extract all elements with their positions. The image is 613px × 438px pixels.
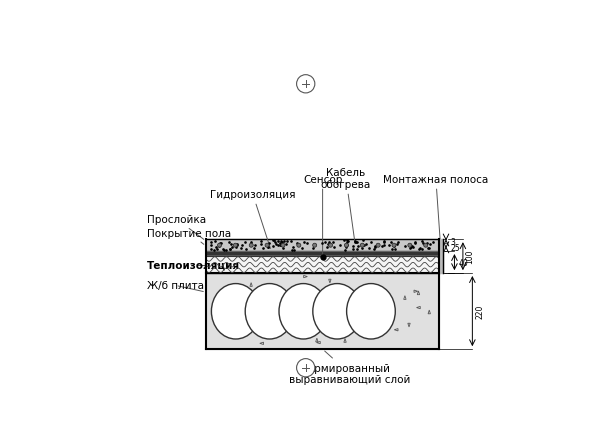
Circle shape: [249, 244, 253, 247]
Ellipse shape: [279, 284, 328, 339]
Text: Прослойка: Прослойка: [147, 215, 206, 240]
Circle shape: [424, 244, 428, 247]
Ellipse shape: [346, 284, 395, 339]
Circle shape: [218, 244, 221, 247]
Ellipse shape: [211, 284, 260, 339]
Text: Покрытие пола: Покрытие пола: [147, 228, 231, 245]
Circle shape: [297, 75, 315, 94]
Text: Кабель
обогрева: Кабель обогрева: [321, 168, 371, 243]
Text: 3: 3: [450, 237, 455, 246]
Text: 100: 100: [466, 249, 474, 264]
Text: Гидроизоляция: Гидроизоляция: [210, 189, 295, 249]
Text: Теплоизоляция: Теплоизоляция: [147, 260, 240, 270]
Circle shape: [234, 244, 237, 247]
Circle shape: [297, 359, 315, 377]
Circle shape: [376, 244, 380, 247]
Circle shape: [329, 244, 333, 247]
Circle shape: [281, 244, 285, 247]
Circle shape: [297, 244, 301, 247]
Circle shape: [360, 244, 364, 247]
Text: 220: 220: [475, 304, 484, 318]
Ellipse shape: [245, 284, 294, 339]
Circle shape: [265, 244, 269, 247]
Circle shape: [313, 244, 317, 247]
Text: 40: 40: [459, 258, 468, 267]
Circle shape: [392, 244, 396, 247]
Text: Армированный
выравнивающий слой: Армированный выравнивающий слой: [289, 351, 410, 385]
Text: 25: 25: [450, 243, 460, 252]
Circle shape: [345, 244, 348, 247]
Text: Сенсор: Сенсор: [303, 174, 342, 255]
Circle shape: [408, 244, 412, 247]
Text: Ж/б плита: Ж/б плита: [147, 281, 204, 292]
Ellipse shape: [313, 284, 362, 339]
Text: Монтажная полоса: Монтажная полоса: [383, 174, 489, 254]
